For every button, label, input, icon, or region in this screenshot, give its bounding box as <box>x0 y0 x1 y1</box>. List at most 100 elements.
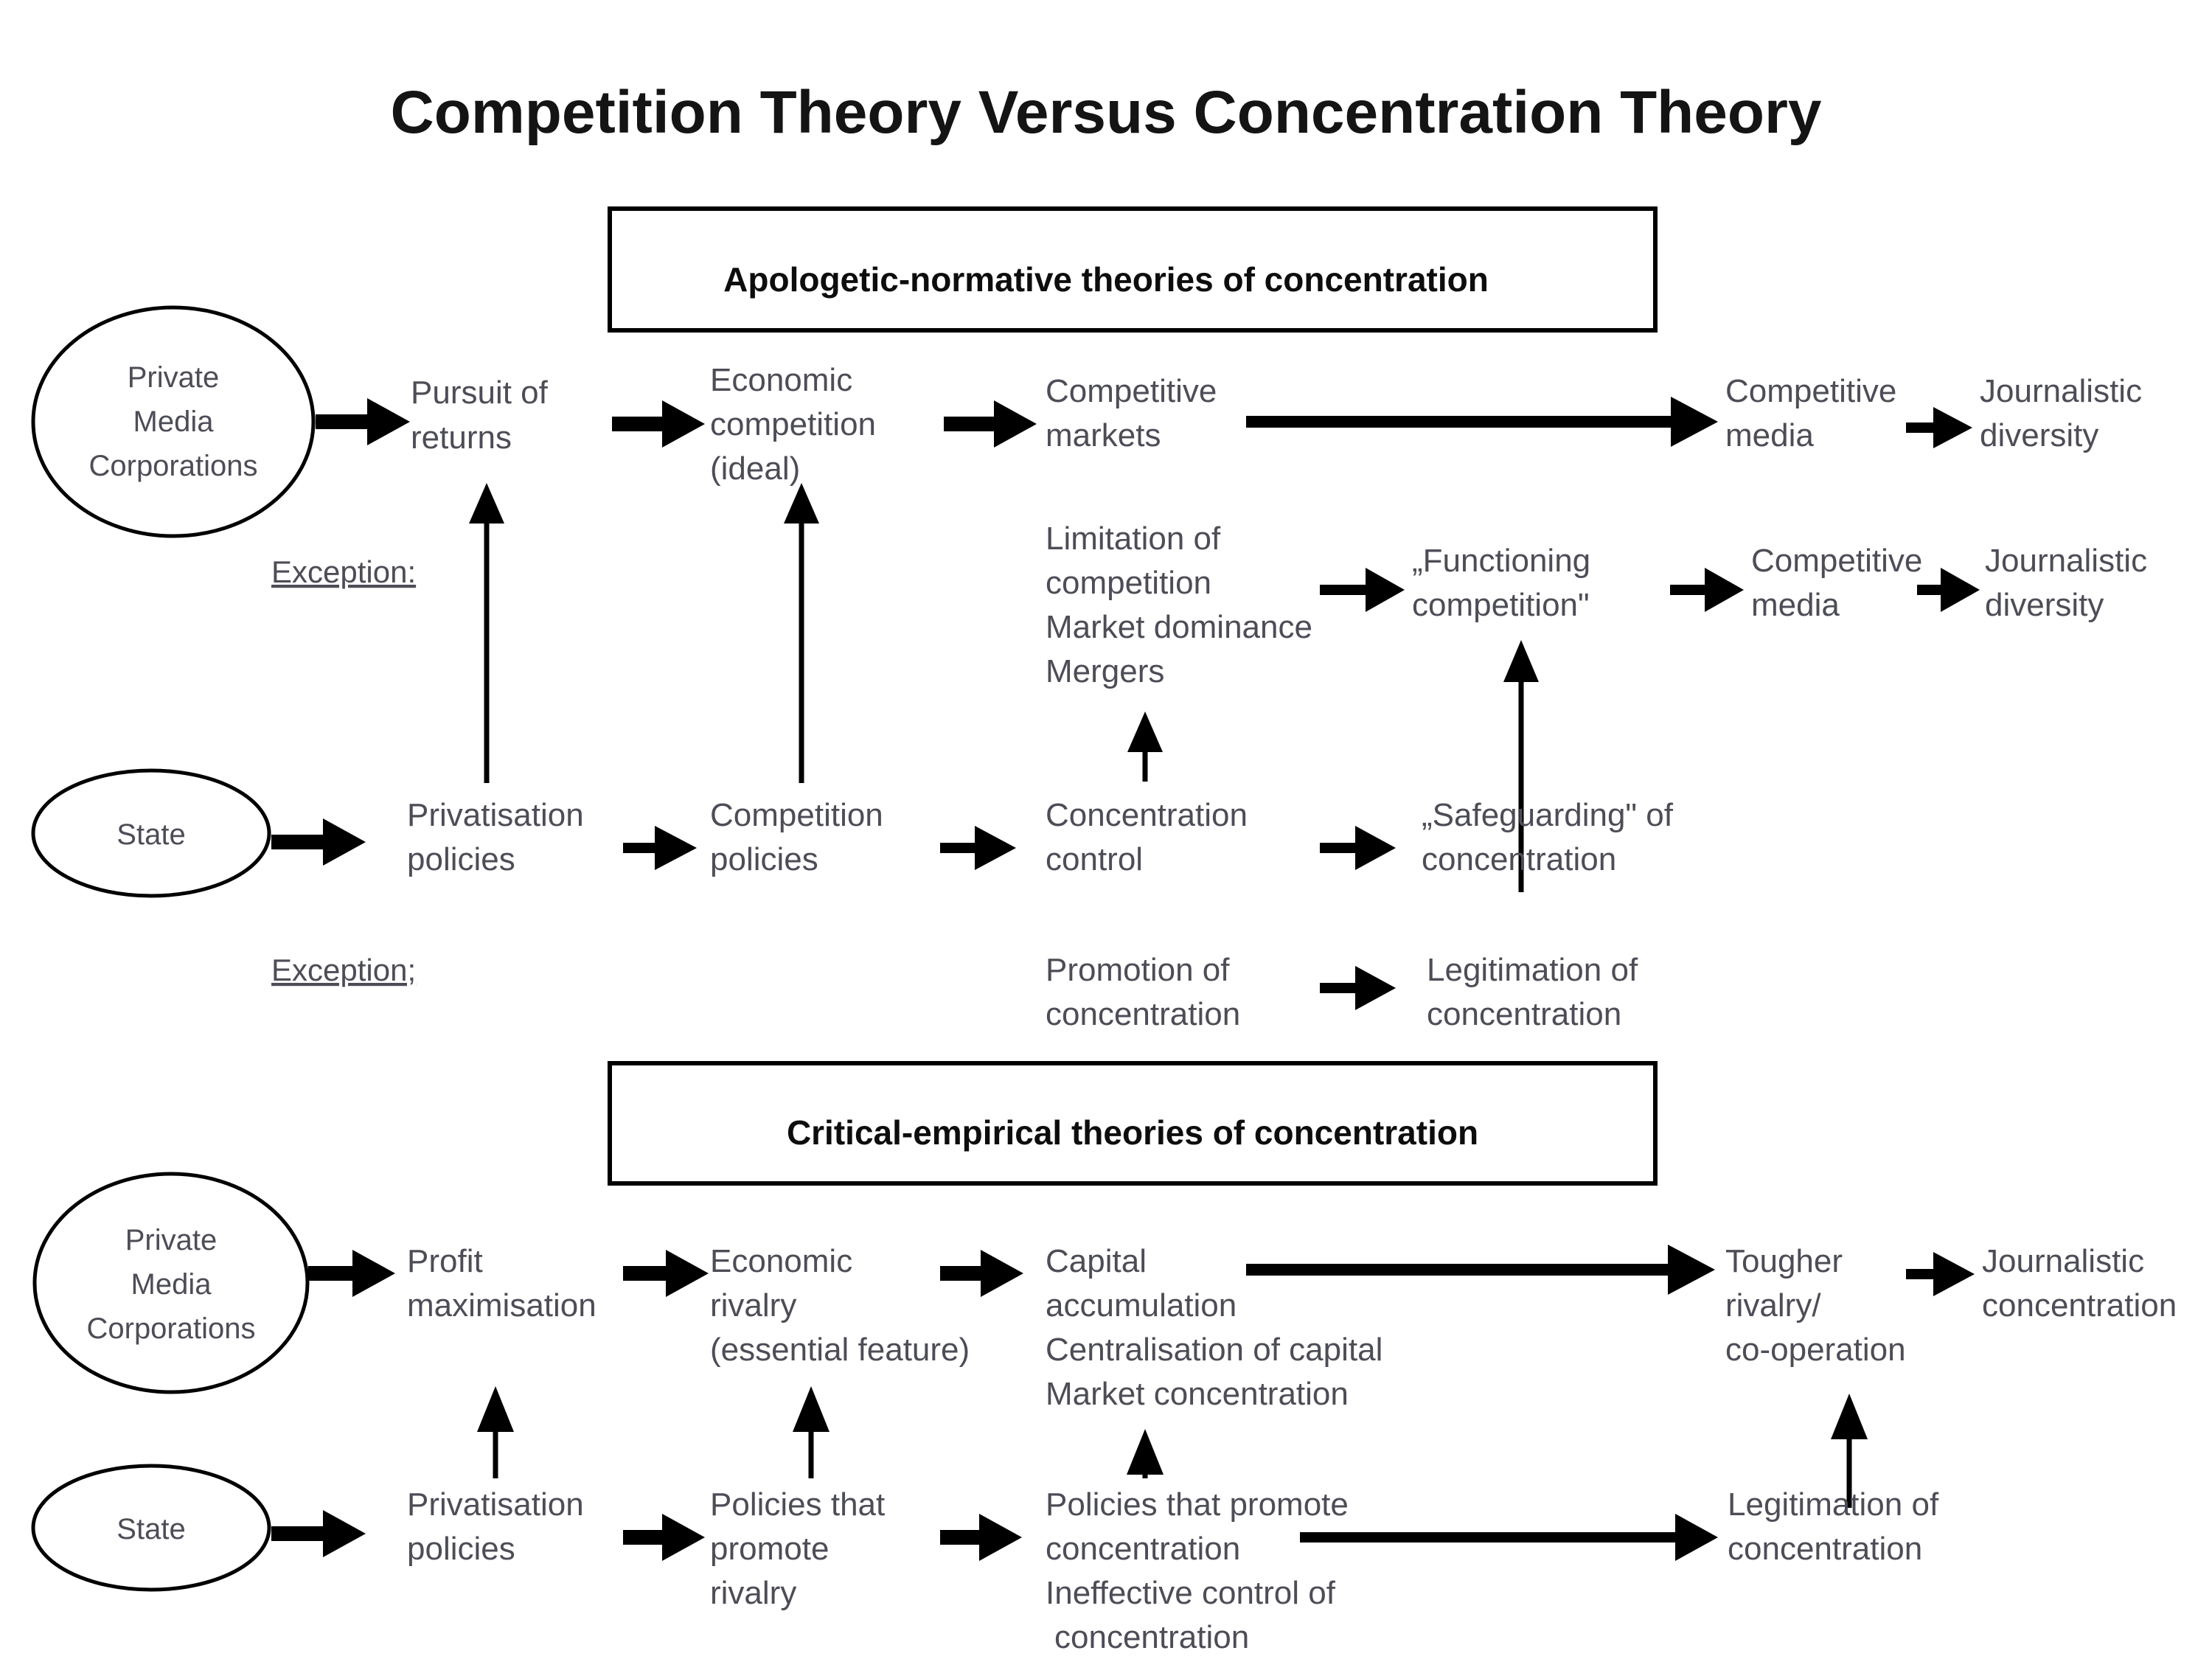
node-econriv-line3: (essential feature) <box>710 1332 970 1368</box>
node-privatisation-top-line1: Privatisation <box>407 797 584 833</box>
arrow-polconc-to-legitimation-head <box>1675 1514 1718 1561</box>
ellipse-pmc-line3-top: Corporations <box>88 450 257 482</box>
arrow-compmedia-to-jdiv-head <box>1933 407 1972 448</box>
arrow-pmc-to-pursuit-head <box>367 398 410 445</box>
node-limitation-line2: competition <box>1046 565 1211 601</box>
node-compmarkets-line2: markets <box>1046 417 1161 453</box>
arrow-econcomp-to-compmarkets-head <box>994 400 1037 448</box>
node-capital-line2: accumulation <box>1046 1287 1237 1324</box>
node-tougher-line1: Tougher <box>1725 1243 1843 1279</box>
node-profit-line2: maximisation <box>407 1287 597 1324</box>
exception-label-2: Exception; <box>271 953 416 987</box>
arrow-legitimation-to-tougher-head <box>1831 1394 1868 1439</box>
arrow-state-to-privatisation-bottom-head <box>323 1510 366 1557</box>
arrow-safeguarding-to-functioning-head <box>1503 640 1539 682</box>
ellipse-state-top <box>31 768 271 898</box>
header-label-top: Apologetic-normative theories of concent… <box>723 260 1489 299</box>
node-jdiv-top-line2: diversity <box>1980 417 2098 453</box>
ellipse-state-bottom <box>31 1464 271 1592</box>
node-legitimation-bottom-line2: concentration <box>1728 1531 1922 1567</box>
node-privatisation-bottom-line2: policies <box>407 1531 515 1567</box>
node-econriv-line1: Economic <box>710 1243 852 1279</box>
ellipse-pmc-line1-bottom: Private <box>125 1224 218 1256</box>
node-econriv-line2: rivalry <box>710 1287 796 1324</box>
arrow-promotion-to-legitimation-head <box>1355 966 1396 1010</box>
node-tougher-line3: co-operation <box>1725 1332 1906 1368</box>
node-jconc-line1: Journalistic <box>1982 1243 2144 1279</box>
node-compmedia-row2-line2: media <box>1751 587 1840 623</box>
node-concontrol-line1: Concentration <box>1046 797 1248 833</box>
ellipse-private-media-corporations-top <box>31 305 316 538</box>
node-jconc-line2: concentration <box>1982 1287 2177 1324</box>
ellipse-pmc-line2-bottom: Media <box>131 1268 212 1301</box>
node-legitimation-bottom-line1: Legitimation of <box>1728 1486 1939 1523</box>
arrow-comppolicies-to-concontrol-head <box>975 826 1016 870</box>
arrow-pursuit-to-econcomp-head <box>662 400 705 448</box>
node-privatisation-bottom-line1: Privatisation <box>407 1486 584 1523</box>
node-limitation-line1: Limitation of <box>1046 521 1221 557</box>
node-jdiv-row2-line2: diversity <box>1985 587 2104 623</box>
node-capital-line1: Capital <box>1046 1243 1147 1279</box>
header-box-bottom <box>608 1061 1658 1186</box>
ellipse-state-label-top: State <box>116 818 185 851</box>
ellipse-pmc-line3-bottom: Corporations <box>86 1312 255 1345</box>
node-polconc-line2: concentration <box>1046 1531 1240 1567</box>
node-econcomp-line3: (ideal) <box>710 451 800 487</box>
node-polconc-line1: Policies that promote <box>1046 1486 1349 1523</box>
node-compmarkets-line1: Competitive <box>1046 373 1217 409</box>
node-legitimation-top-line1: Legitimation of <box>1427 952 1638 988</box>
arrow-profit-to-econriv-head <box>666 1250 709 1297</box>
node-compmedia-top-line2: media <box>1725 417 1814 453</box>
node-polrivalry-line3: rivalry <box>710 1575 796 1611</box>
node-limitation-line4: Mergers <box>1046 653 1164 689</box>
page-title: Competition Theory Versus Concentration … <box>391 79 1822 146</box>
node-polrivalry-line1: Policies that <box>710 1486 885 1523</box>
arrow-capital-to-tougher-head <box>1668 1245 1715 1295</box>
header-label-bottom: Critical-empirical theories of concentra… <box>787 1113 1478 1152</box>
node-limitation-line3: Market dominance <box>1046 609 1312 645</box>
ellipse-state-label-bottom: State <box>116 1513 185 1545</box>
node-concontrol-line2: control <box>1046 841 1143 877</box>
node-polrivalry-line2: promote <box>710 1531 829 1567</box>
node-pursuit-line1: Pursuit of <box>411 375 549 411</box>
arrow-privatisation-to-comppolicies-head <box>655 826 697 870</box>
arrow-functioning-to-compmedia2-head <box>1705 568 1744 612</box>
node-capital-line4: Market concentration <box>1046 1376 1349 1412</box>
arrow-concontrol-to-safeguarding-head <box>1355 826 1396 870</box>
arrow-privatisation-to-pursuit-head <box>469 483 504 524</box>
node-polconc-line4: concentration <box>1054 1619 1249 1655</box>
node-safeguarding-line2: concentration <box>1422 841 1616 877</box>
node-econcomp-line1: Economic <box>710 362 852 398</box>
arrow-polrivalry-to-econriv-head <box>793 1386 830 1432</box>
node-promotion-line1: Promotion of <box>1046 952 1230 988</box>
ellipse-private-media-corporations-bottom <box>32 1172 310 1394</box>
node-comppolicies-line1: Competition <box>710 797 883 833</box>
arrow-comppolicies-to-econcomp-head <box>784 483 819 524</box>
arrow-compmarkets-to-compmedia-head <box>1671 397 1718 447</box>
node-functioning-line2: competition" <box>1412 587 1590 623</box>
node-comppolicies-line2: policies <box>710 841 818 877</box>
node-polconc-line3: Ineffective control of <box>1046 1575 1336 1611</box>
node-capital-line3: Centralisation of capital <box>1046 1332 1382 1368</box>
arrow-econriv-to-capital-head <box>981 1250 1023 1297</box>
node-profit-line1: Profit <box>407 1243 483 1279</box>
arrow-tougher-to-jconc-head <box>1933 1252 1975 1296</box>
arrow-pmc-to-profit-head <box>352 1250 395 1297</box>
arrow-polrivalry-to-polconc-head <box>979 1514 1022 1561</box>
ellipse-pmc-line1-top: Private <box>128 361 220 394</box>
ellipse-pmc-line2-top: Media <box>133 406 215 438</box>
node-safeguarding-line1: „Safeguarding" of <box>1422 797 1674 833</box>
node-tougher-line2: rivalry/ <box>1725 1287 1821 1324</box>
arrow-limitation-to-functioning-head <box>1366 568 1405 612</box>
node-jdiv-row2-line1: Journalistic <box>1985 543 2147 579</box>
header-box-top <box>608 206 1658 333</box>
node-jdiv-top-line1: Journalistic <box>1980 373 2142 409</box>
arrow-privatisation-to-profit-head <box>477 1386 514 1432</box>
arrow-polconc-to-capital-head <box>1127 1429 1164 1475</box>
arrow-privatisation-to-polrivalry-head <box>662 1514 705 1561</box>
node-pursuit-line2: returns <box>411 420 512 456</box>
node-functioning-line1: „Functioning <box>1412 543 1590 579</box>
node-econcomp-line2: competition <box>710 406 876 442</box>
